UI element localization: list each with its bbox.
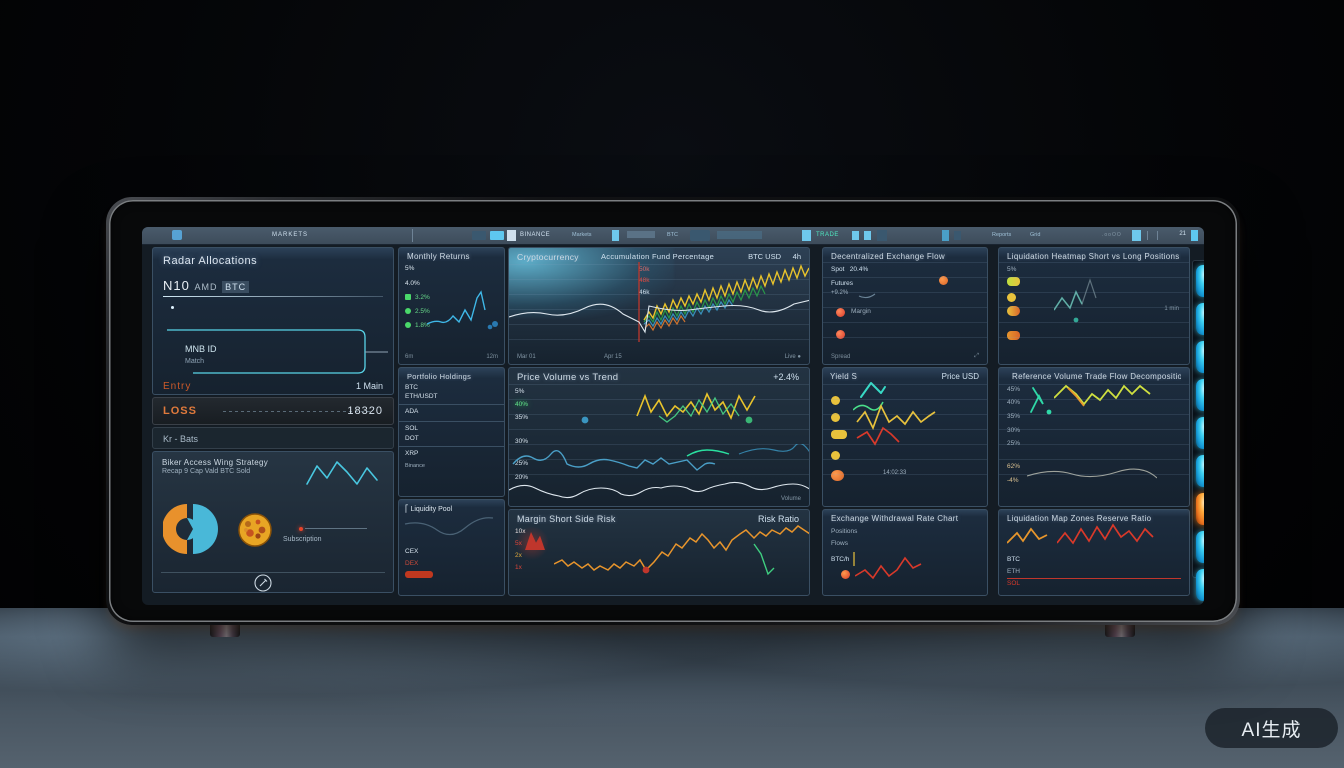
svg-text:Match: Match (185, 358, 204, 365)
svg-text:MNB ID: MNB ID (185, 344, 217, 354)
